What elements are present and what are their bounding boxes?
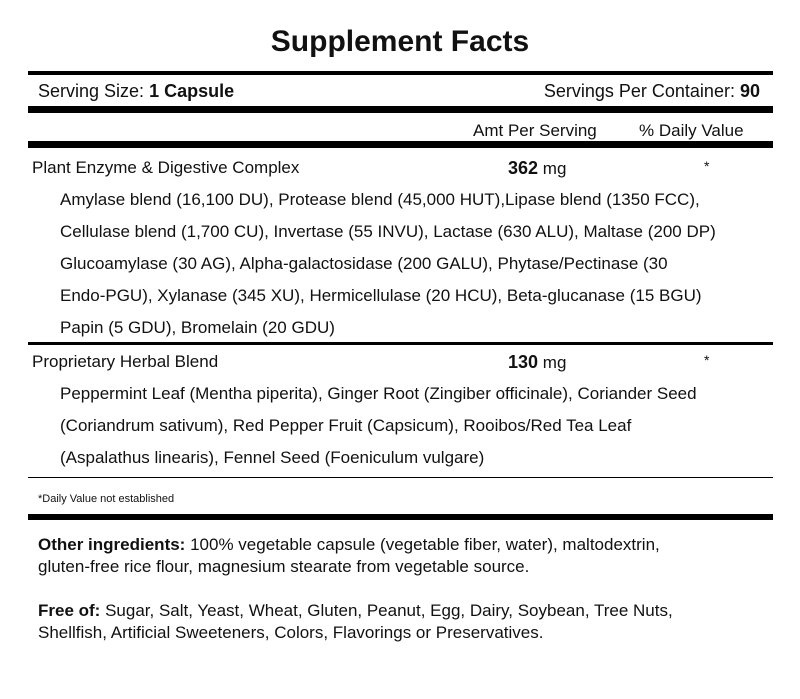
row-amount: 362 mg	[508, 158, 566, 179]
free-of-text: Sugar, Salt, Yeast, Wheat, Gluten, Peanu…	[100, 601, 673, 620]
ingredient-line: (Coriandrum sativum), Red Pepper Fruit (…	[60, 416, 632, 435]
other-ingredients-text: 100% vegetable capsule (vegetable fiber,…	[185, 535, 660, 554]
servings-value: 90	[739, 81, 760, 101]
title: Supplement Facts	[270, 25, 530, 58]
amount-value: 362	[508, 158, 539, 178]
free-of-label: Free of:	[38, 601, 101, 620]
serving-size: Serving Size: 1 Capsule	[38, 81, 234, 101]
free-of: Free of: Sugar, Salt, Yeast, Wheat, Glut…	[38, 601, 673, 621]
dv-header: % Daily Value	[639, 121, 744, 140]
divider	[28, 514, 773, 520]
row-dv: *	[704, 352, 710, 368]
amount-value: 130	[508, 352, 539, 372]
ingredient-line: Peppermint Leaf (Mentha piperita), Ginge…	[60, 384, 697, 403]
row-amount: 130 mg	[508, 352, 566, 373]
ingredient-line: Cellulase blend (1,700 CU), Invertase (5…	[60, 222, 716, 241]
amount-header: Amt Per Serving	[473, 121, 597, 140]
other-ingredients-label: Other ingredients:	[38, 535, 186, 554]
row-name: Plant Enzyme & Digestive Complex	[32, 158, 300, 177]
divider	[28, 477, 773, 478]
ingredient-line: Endo-PGU), Xylanase (345 XU), Hermicellu…	[60, 286, 702, 305]
other-ingredients: Other ingredients: 100% vegetable capsul…	[38, 535, 660, 555]
row-dv: *	[704, 158, 710, 174]
row-name: Proprietary Herbal Blend	[32, 352, 219, 371]
serving-size-value: 1 Capsule	[149, 81, 235, 101]
ingredient-line: Papin (5 GDU), Bromelain (20 GDU)	[60, 318, 335, 337]
amount-unit: mg	[542, 159, 567, 178]
divider	[28, 71, 773, 75]
servings-label: Servings Per Container:	[543, 81, 735, 101]
ingredient-line: Glucoamylase (30 AG), Alpha-galactosidas…	[60, 254, 668, 273]
ingredient-line: Amylase blend (16,100 DU), Protease blen…	[60, 190, 700, 209]
servings-per-container: Servings Per Container: 90	[544, 81, 760, 101]
divider	[28, 342, 773, 345]
ingredient-line: (Aspalathus linearis), Fennel Seed (Foen…	[60, 448, 485, 467]
amount-unit: mg	[542, 353, 567, 372]
divider	[28, 106, 773, 113]
free-of-line: Shellfish, Artificial Sweeteners, Colors…	[38, 623, 544, 642]
other-ingredients-line: gluten-free rice flour, magnesium steara…	[38, 557, 530, 576]
divider	[28, 141, 773, 148]
serving-size-label: Serving Size:	[38, 81, 145, 101]
footnote: *Daily Value not established	[38, 493, 175, 505]
